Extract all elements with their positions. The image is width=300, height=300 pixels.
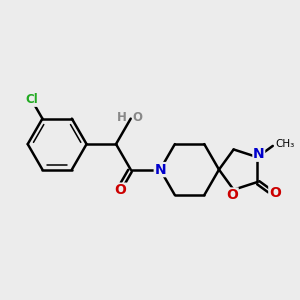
Text: O: O	[269, 186, 281, 200]
Text: O: O	[226, 188, 238, 202]
Text: CH₃: CH₃	[275, 140, 294, 149]
Text: N: N	[154, 163, 166, 177]
Text: Cl: Cl	[26, 93, 38, 106]
Text: H: H	[116, 111, 126, 124]
Text: O: O	[132, 111, 142, 124]
Text: O: O	[115, 183, 126, 197]
Text: N: N	[253, 147, 265, 161]
